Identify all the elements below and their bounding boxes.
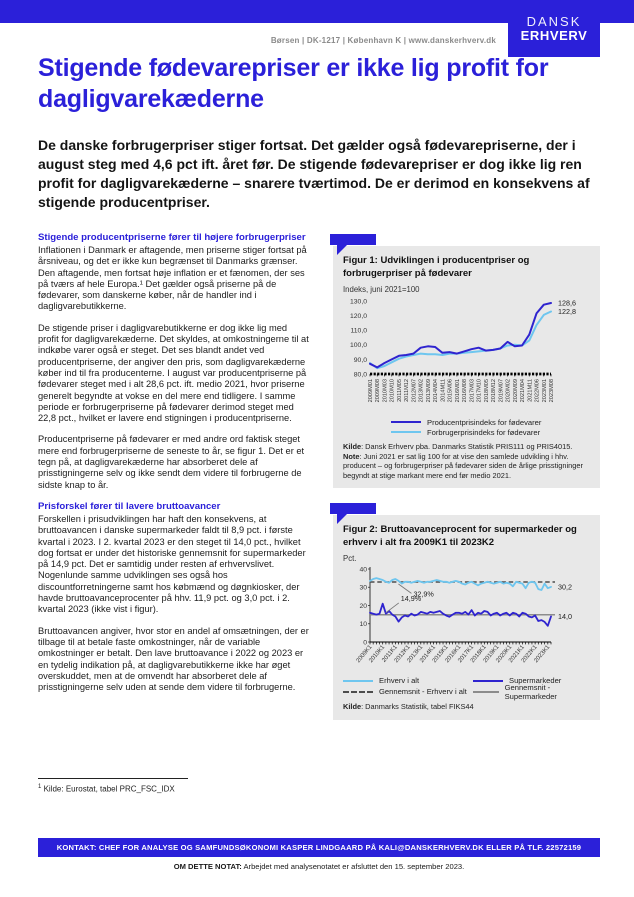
paragraph: Inflationen i Danmark er aftagende, men … (38, 245, 307, 312)
figure-2-line-chart: 0 10 20 30 40 14,0 30,2 32,9% 14,9% 2009K1 2010K1 2… (343, 563, 590, 673)
contact-bar: KONTAKT: CHEF FOR ANALYSE OG SAMFUNDSØKO… (38, 838, 600, 857)
svg-text:2016M01: 2016M01 (455, 379, 461, 402)
svg-text:110,0: 110,0 (350, 328, 367, 335)
svg-text:0: 0 (363, 639, 367, 646)
svg-text:20: 20 (359, 603, 367, 610)
svg-text:2015M06: 2015M06 (448, 379, 454, 402)
intro-paragraph: De danske forbrugerpriser stiger fortsat… (38, 137, 590, 210)
svg-text:10: 10 (359, 621, 367, 628)
section-heading-2: Prisforskel fører til lavere bruttoavanc… (38, 500, 221, 512)
footnote-divider (38, 778, 188, 779)
svg-text:2022M06: 2022M06 (535, 379, 541, 402)
figure-2-unit-label: Pct. (343, 554, 357, 563)
logo-word-dansk: DANSK (526, 13, 582, 29)
legend-item: Erhverv i alt (343, 675, 473, 686)
svg-text:2010M03: 2010M03 (382, 379, 388, 402)
two-column-layout: Stigende producentpriserne fører til høj… (38, 232, 600, 720)
svg-text:14,9%: 14,9% (401, 594, 422, 603)
figure-1-unit-label: Indeks, juni 2021=100 (343, 285, 420, 294)
page-title: Stigende fødevarepriser er ikke lig prof… (38, 54, 549, 113)
speech-bubble-icon (330, 503, 376, 524)
svg-text:2019M07: 2019M07 (498, 379, 504, 402)
svg-text:2020M02: 2020M02 (506, 379, 512, 402)
svg-text:2009M01: 2009M01 (368, 379, 374, 402)
svg-text:128,6: 128,6 (558, 299, 576, 308)
legend-item: Forbrugerprisindeks for fødevarer (391, 427, 590, 437)
svg-text:2020M09: 2020M09 (513, 379, 519, 402)
header-address-line: Børsen | DK-1217 | København K | www.dan… (270, 36, 496, 45)
dansk-erhverv-logo: DANSK ERHVERV (508, 0, 600, 57)
svg-text:130,0: 130,0 (350, 298, 367, 305)
legend-item: Supermarkeder (473, 675, 590, 686)
figure-1-box: Figur 1: Udviklingen i producentpriser o… (330, 234, 600, 488)
svg-text:30,2: 30,2 (558, 582, 572, 591)
svg-text:2012M07: 2012M07 (411, 379, 417, 402)
erhverv-line-swatch (343, 679, 373, 682)
brand-top-bar (0, 0, 634, 23)
logo-word-erhverv: ERHVERV (520, 27, 588, 43)
avg-erhverv-line-swatch (343, 690, 373, 693)
footnote: 1 Kilde: Eurostat, tabel PRC_FSC_IDX (38, 778, 318, 794)
svg-text:2021M11: 2021M11 (527, 379, 533, 402)
producer-line-swatch (391, 421, 421, 423)
figure-1-source: Kilde: Dansk Erhverv pba. Danmarks Stati… (343, 442, 573, 451)
figure-1-legend: Producentprisindeks for fødevarer Forbru… (343, 417, 590, 437)
consumer-line-swatch (391, 431, 421, 433)
svg-text:14,0: 14,0 (558, 612, 572, 621)
svg-text:2014M11: 2014M11 (440, 379, 446, 402)
svg-text:32,9%: 32,9% (413, 589, 434, 598)
svg-text:2016M08: 2016M08 (462, 379, 468, 402)
figure-1-line-chart: 80,0 90,0 100,0 110,0 120,0 130,0 122,8 128,6 20… (343, 294, 590, 416)
figure-2-legend: Erhverv i alt Supermarkeder Gennemsnit -… (343, 675, 590, 701)
svg-text:2011M05: 2011M05 (397, 379, 403, 402)
legend-item: Gennemsnit - Supermarkeder (473, 683, 590, 701)
legend-item: Producentprisindeks for fødevarer (391, 417, 590, 427)
figure-2-sources: Kilde: Danmarks Statistik, tabel FIKS44 (343, 702, 590, 712)
svg-text:2010M10: 2010M10 (390, 379, 396, 402)
avg-supermarked-line-swatch (473, 690, 499, 693)
page-content: Stigende fødevarepriser er ikke lig prof… (0, 53, 634, 720)
figure-2-title: Figur 2: Bruttoavanceprocent for superma… (343, 524, 577, 548)
svg-text:100,0: 100,0 (350, 342, 367, 349)
figure-1-title: Figur 1: Udviklingen i producentpriser o… (343, 255, 530, 279)
svg-text:90,0: 90,0 (354, 357, 367, 364)
svg-text:122,8: 122,8 (558, 307, 576, 316)
svg-text:2021M04: 2021M04 (520, 379, 526, 402)
svg-text:2023M01: 2023M01 (542, 379, 548, 402)
figures-column: Figur 1: Udviklingen i producentpriser o… (330, 232, 600, 720)
paragraph: Bruttoavancen angiver, hvor stor en ande… (38, 625, 309, 693)
svg-text:2013M02: 2013M02 (419, 379, 425, 402)
legend-item: Gennemsnit - Erhverv i alt (343, 686, 473, 697)
svg-text:2014M04: 2014M04 (433, 379, 439, 402)
about-note-line: OM DETTE NOTAT: Arbejdet med analysenota… (173, 862, 465, 871)
paragraph: Forskellen i prisudviklingen har haft de… (38, 513, 306, 615)
svg-text:40: 40 (359, 566, 367, 573)
svg-text:2018M12: 2018M12 (491, 379, 497, 402)
article-column: Stigende producentpriserne fører til høj… (38, 232, 310, 720)
svg-text:2009M08: 2009M08 (375, 379, 381, 402)
figure-1-sources: Kilde: Dansk Erhverv pba. Danmarks Stati… (343, 442, 590, 480)
footnote-text: 1 Kilde: Eurostat, tabel PRC_FSC_IDX (38, 784, 175, 794)
svg-text:2013M09: 2013M09 (426, 379, 432, 402)
section-heading-1: Stigende producentpriserne fører til høj… (38, 232, 306, 243)
paragraph: De stigende priser i dagligvarebutikkern… (38, 322, 309, 424)
svg-text:2023M08: 2023M08 (549, 379, 555, 402)
svg-text:2017M03: 2017M03 (469, 379, 475, 402)
svg-text:80,0: 80,0 (354, 371, 367, 378)
figure-2-box: Figur 2: Bruttoavanceprocent for superma… (330, 503, 600, 720)
supermarked-line-swatch (473, 679, 503, 682)
svg-text:2018M05: 2018M05 (484, 379, 490, 402)
svg-text:2017M10: 2017M10 (477, 379, 483, 402)
svg-text:2011M12: 2011M12 (404, 379, 410, 402)
figure-1-note: Note: Juni 2021 er sat lig 100 for at vi… (343, 451, 583, 480)
paragraph: Producentpriserne på fødevarer er med an… (38, 434, 305, 490)
svg-text:30: 30 (359, 585, 367, 592)
figure-2-source: Kilde: Danmarks Statistik, tabel FIKS44 (343, 702, 474, 711)
speech-bubble-icon (330, 234, 376, 255)
svg-text:120,0: 120,0 (350, 313, 367, 320)
